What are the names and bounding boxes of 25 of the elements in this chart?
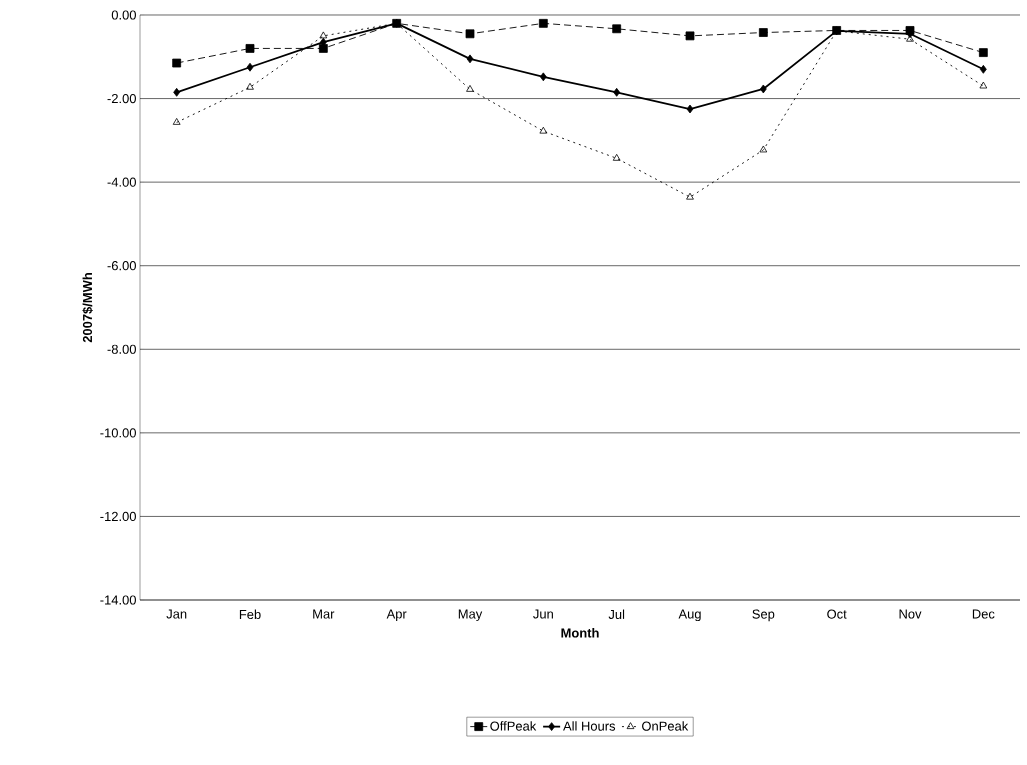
y-tick-label: -6.00 [107, 261, 136, 271]
x-tick-label: Oct [827, 609, 847, 619]
y-tick-label: 0.00 [111, 10, 136, 20]
x-tick-label: Dec [972, 609, 995, 619]
y-tick-label: -2.00 [107, 93, 136, 104]
x-tick-label: Feb [239, 609, 261, 620]
y-tick-label: -14.00 [100, 595, 136, 605]
y-tick-label: -12.00 [100, 511, 136, 522]
y-axis-title: 2007$/MWh [82, 273, 93, 343]
x-tick-label: Jun [533, 609, 553, 619]
x-axis-title: Month [561, 628, 599, 638]
x-tick-label: Jul [608, 609, 625, 620]
y-tick-label: -8.00 [107, 344, 136, 354]
x-tick-label: Jan [166, 609, 187, 619]
x-tick-label: May [458, 609, 483, 622]
legend-label: OffPeak [490, 721, 537, 731]
legend-label: OnPeak [642, 721, 689, 731]
y-tick-label: -10.00 [100, 428, 136, 438]
x-tick-label: Mar [313, 609, 335, 619]
x-tick-label: Sep [752, 609, 775, 622]
legend-label: All Hours [563, 721, 616, 731]
x-tick-label: Aug [678, 609, 701, 622]
x-tick-label: Apr [386, 609, 407, 622]
y-tick-label: -4.00 [107, 177, 136, 187]
x-tick-label: Nov [899, 609, 922, 619]
